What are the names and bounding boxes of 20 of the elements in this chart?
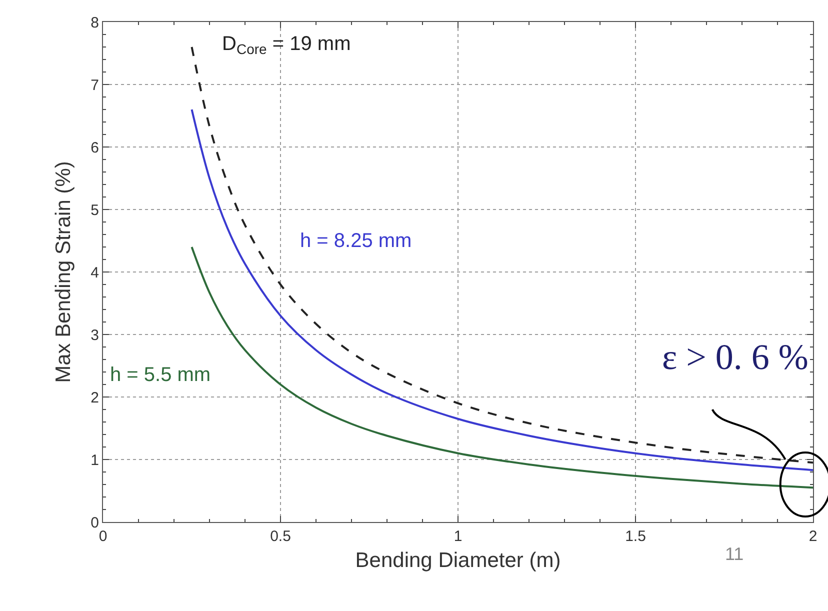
x-tick-label: 2 [808, 528, 818, 545]
series-label: D$_{Core}$ = 19 mm [222, 33, 351, 58]
series-label: h = 5.5 mm [110, 364, 211, 386]
annotation: ε > 0. 6 % [662, 337, 808, 377]
text: 11 [725, 544, 744, 564]
y-tick-label: 5 [90, 202, 99, 219]
y-tick-label: 6 [90, 139, 99, 156]
x-axis-title: Bending Diameter (m) [355, 549, 561, 572]
y-axis-title: Max Bending Strain (%) [52, 161, 75, 383]
y-tick-label: 4 [90, 264, 99, 282]
y-tick-label: 8 [90, 14, 99, 32]
y-tick-label: 1 [90, 452, 99, 469]
x-tick-label: 1.5 [625, 528, 646, 545]
text: h = 8.25 mm [300, 230, 412, 252]
y-tick-label: 2 [90, 389, 99, 406]
y-tick-label: 3 [90, 326, 99, 344]
y-tick-label: 0 [90, 514, 99, 532]
y-tick-label: 7 [90, 76, 99, 94]
x-tick-label: 0.5 [270, 528, 291, 545]
x-tick-label: 1 [454, 528, 462, 545]
